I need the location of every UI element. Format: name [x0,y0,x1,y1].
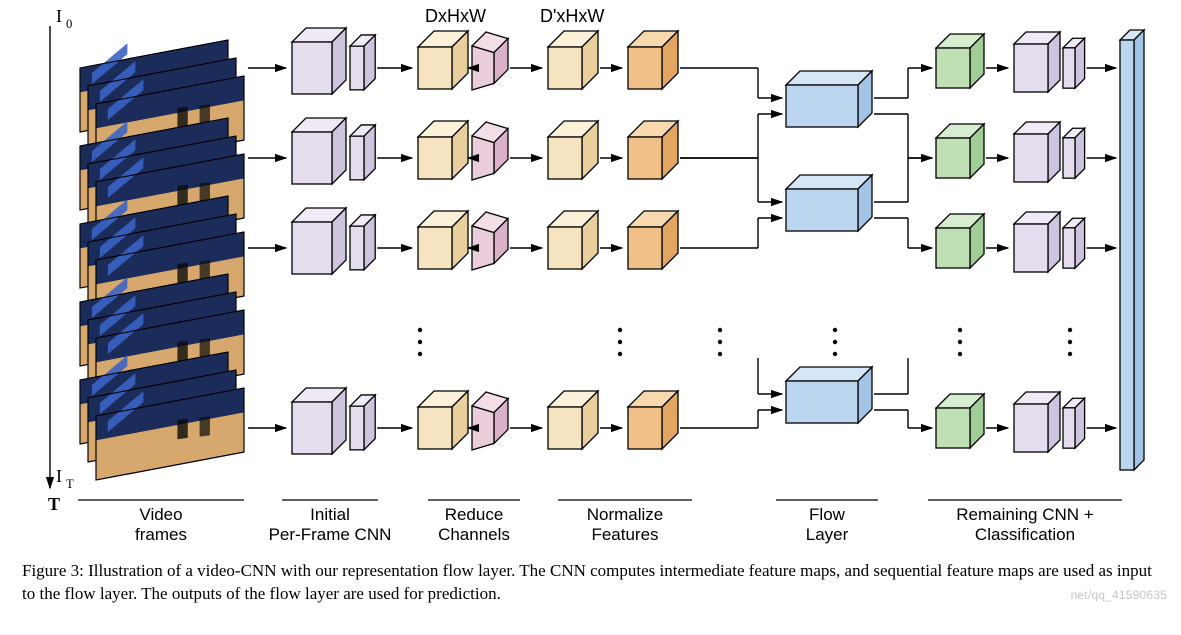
stage-label: Normalize [587,505,664,524]
stage-label: Video [139,505,182,524]
ellipsis-dot [418,352,422,356]
stage-label: Features [591,525,658,544]
initial-cnn-cube-small [350,35,375,90]
normalized-feature-cube [628,211,678,269]
time-label-I0: I [56,6,62,26]
feature-cube-D [418,121,468,179]
reduce-trapezoid [472,122,508,180]
remaining-cnn-cube [1014,212,1060,272]
stage-label: Per-Frame CNN [269,525,392,544]
ellipsis-dot [958,340,962,344]
remaining-cnn-cube-small [1063,38,1085,88]
ellipsis-dot [1068,328,1072,332]
feature-cube-Dp [548,121,598,179]
output-bar [1120,30,1144,470]
normalized-feature-cube [628,391,678,449]
ellipsis-dot [618,352,622,356]
flow-output-cube [936,214,984,268]
time-label-I0-sub: 0 [66,17,72,31]
normalized-feature-cube [628,31,678,89]
flow-layer-box [786,175,872,231]
flow-layer-box [786,71,872,127]
watermark-text: net/qq_41590635 [1071,588,1167,602]
ellipsis-dot [833,340,837,344]
feature-cube-Dp [548,31,598,89]
feature-cube-Dp [548,211,598,269]
reduce-trapezoid [472,32,508,90]
ellipsis-dot [1068,340,1072,344]
feature-cube-D [418,31,468,89]
ellipsis-dot [833,328,837,332]
ellipsis-dot [418,328,422,332]
ellipsis-dot [418,340,422,344]
stage-label: Flow [809,505,846,524]
ellipsis-dot [718,328,722,332]
reduce-trapezoid [472,212,508,270]
ellipsis-dot [1068,352,1072,356]
initial-cnn-cube [292,208,346,274]
ellipsis-dot [718,352,722,356]
normalized-feature-cube [628,121,678,179]
feature-cube-D [418,211,468,269]
remaining-cnn-cube-small [1063,398,1085,448]
dim-label-DpxHxW: D'xHxW [540,6,604,26]
reduce-trapezoid [472,392,508,450]
remaining-cnn-cube-small [1063,218,1085,268]
remaining-cnn-cube [1014,122,1060,182]
initial-cnn-cube [292,388,346,454]
ellipsis-dot [958,352,962,356]
remaining-cnn-cube [1014,392,1060,452]
initial-cnn-cube-small [350,125,375,180]
ellipsis-dot [618,340,622,344]
feature-cube-Dp [548,391,598,449]
stage-label: Reduce [445,505,504,524]
figure-caption: Figure 3: Illustration of a video-CNN wi… [0,560,1181,616]
stage-label: Layer [806,525,849,544]
stage-label: Initial [310,505,350,524]
architecture-diagram: I0ITTDxHxWD'xHxWVideoframesInitialPer-Fr… [0,0,1181,560]
flow-output-cube [936,34,984,88]
time-label-IT-sub: T [66,477,74,491]
time-label-IT: I [56,466,62,486]
initial-cnn-cube [292,118,346,184]
figure-container: I0ITTDxHxWD'xHxWVideoframesInitialPer-Fr… [0,0,1181,616]
stage-label: Channels [438,525,510,544]
remaining-cnn-cube [1014,32,1060,92]
flow-output-cube [936,394,984,448]
stage-label: Remaining CNN + [956,505,1094,524]
ellipsis-dot [958,328,962,332]
initial-cnn-cube-small [350,215,375,270]
initial-cnn-cube-small [350,395,375,450]
flow-output-cube [936,124,984,178]
stage-label: Classification [975,525,1075,544]
initial-cnn-cube [292,28,346,94]
ellipsis-dot [718,340,722,344]
ellipsis-dot [833,352,837,356]
ellipsis-dot [618,328,622,332]
stage-label: frames [135,525,187,544]
feature-cube-D [418,391,468,449]
flow-layer-box [786,367,872,423]
time-label-T: T [48,494,60,514]
dim-label-DxHxW: DxHxW [425,6,486,26]
remaining-cnn-cube-small [1063,128,1085,178]
